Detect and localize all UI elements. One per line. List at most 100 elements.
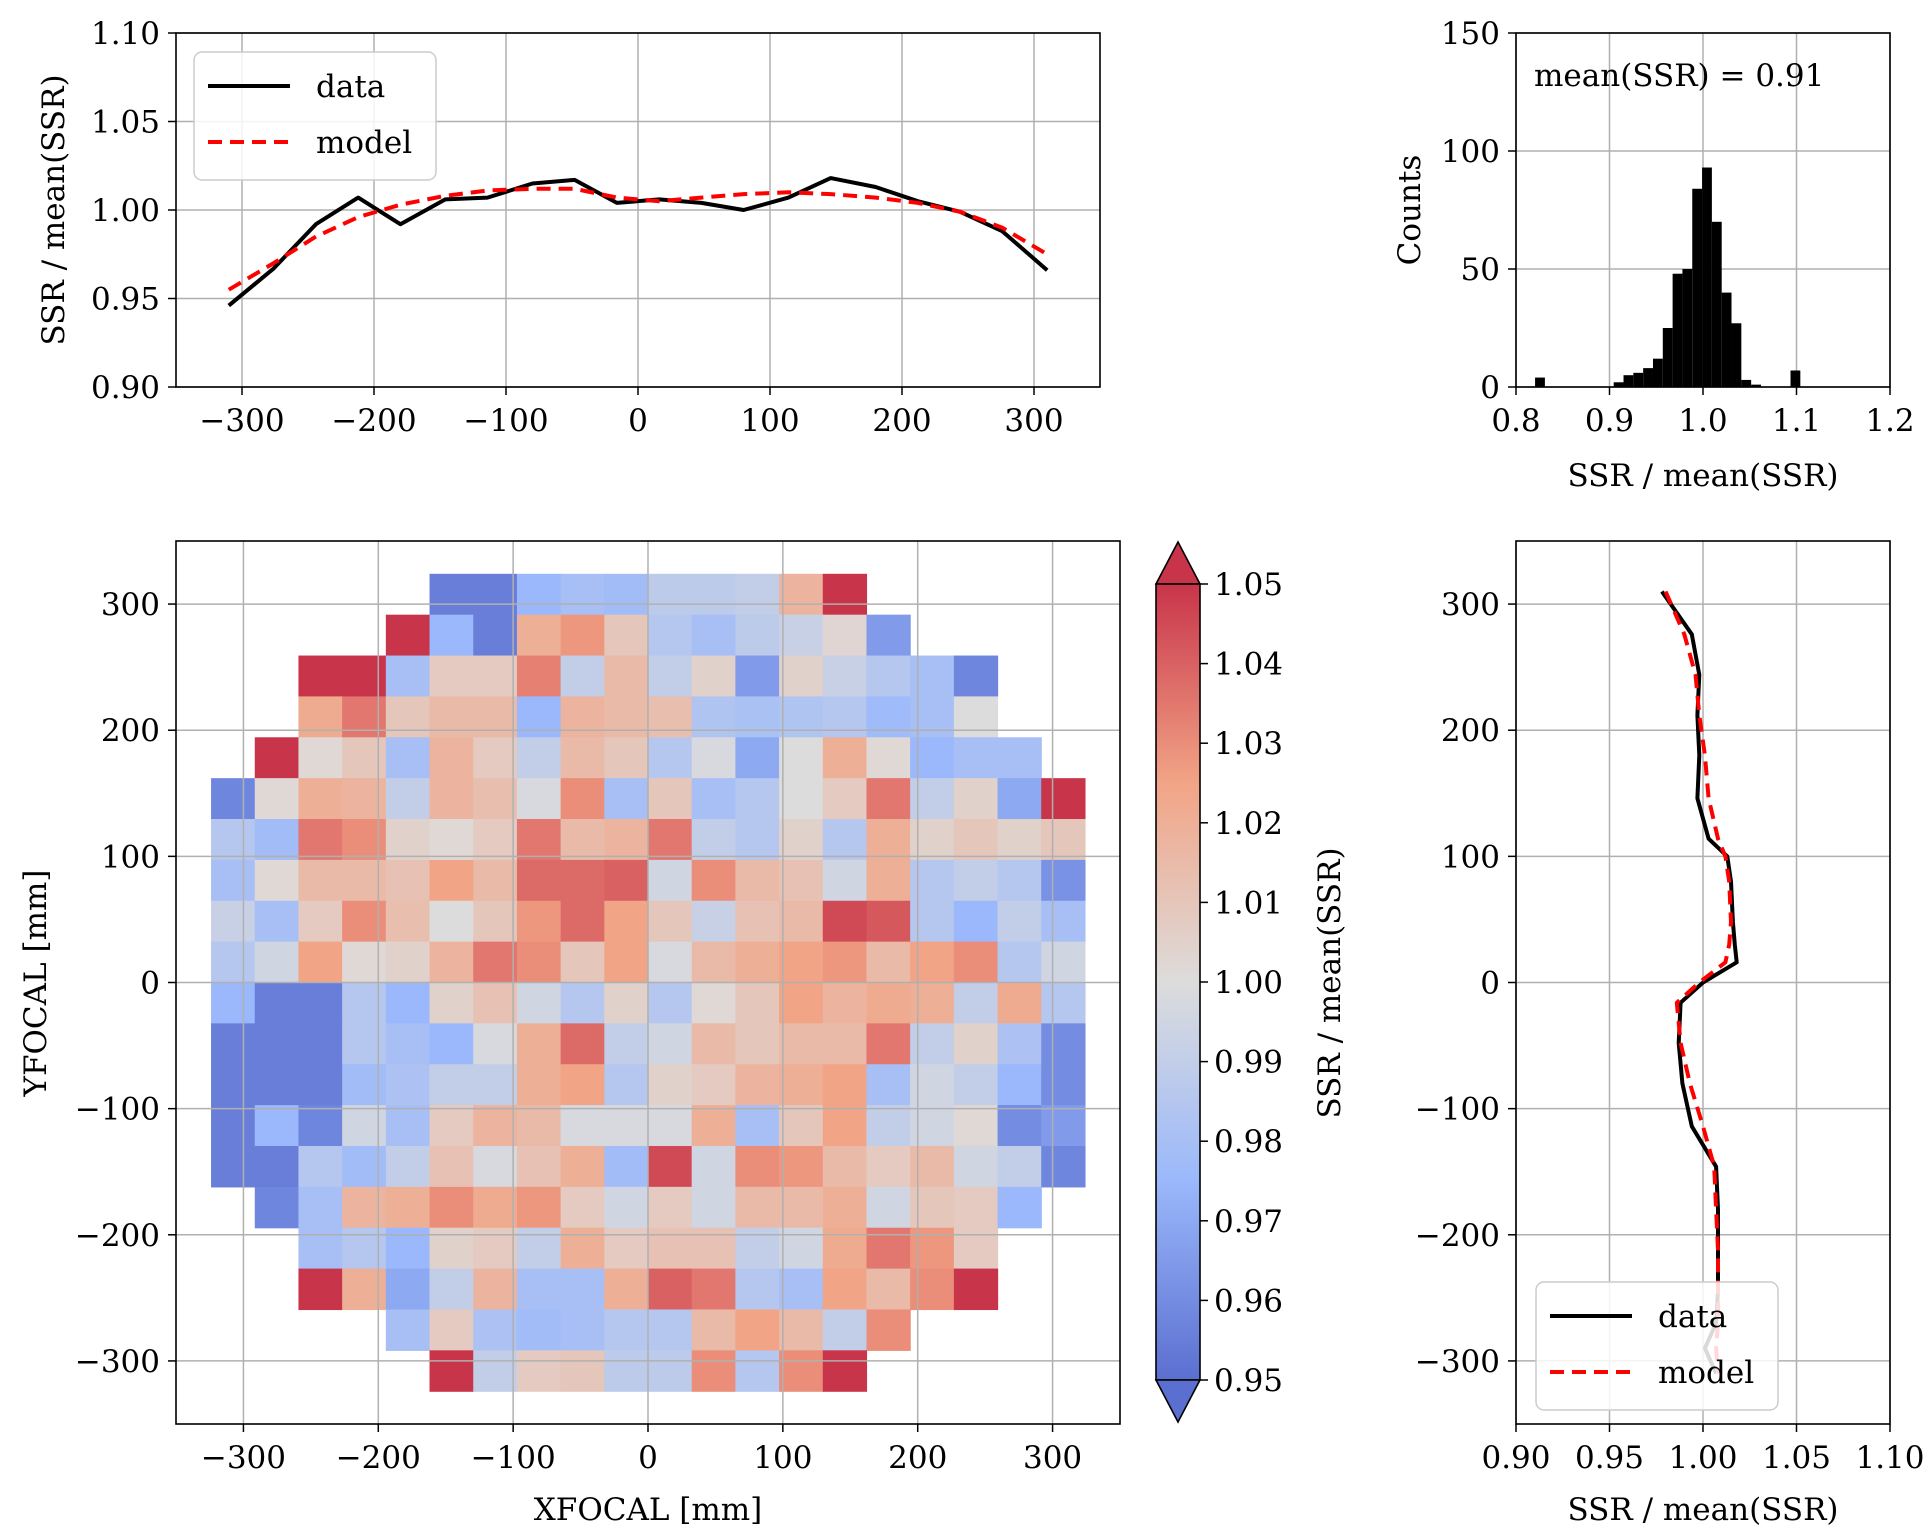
heatmap-cell [604,737,649,779]
heatmap-cell [560,1105,605,1147]
heatmap-cell [910,941,955,984]
heatmap-cell [385,859,431,902]
heatmap-cell [997,900,1042,943]
colorbar-gradient [1155,583,1201,1381]
heatmap-cell [953,1064,999,1106]
heatmap-cell [779,1105,824,1147]
heatmap-cell [910,1186,955,1229]
heatmap-cell [516,1350,562,1392]
top-xtick-label: 0 [628,403,648,439]
heatmap-cell [779,696,824,738]
heatmap-cell [822,982,868,1024]
hist-ytick-label: 0 [1480,370,1500,406]
colorbar-tick-label: 0.96 [1214,1283,1283,1319]
heatmap-cell [648,1023,693,1065]
colorbar-tick-label: 1.00 [1214,965,1283,1001]
heatmap-cell [822,778,868,820]
heatmap-cell [211,1023,256,1065]
heatmap-cell [691,696,736,738]
heatmap-cell [473,1064,518,1106]
heatmap-cell [298,1227,343,1270]
heatmap-cell [779,819,824,861]
heatmap-cell [560,859,605,902]
heatmap-cell [604,573,649,616]
heatmap-cell [910,1064,955,1106]
side-ytick-label: −200 [1415,1218,1500,1254]
heatmap-cell [342,655,387,698]
heatmap-cell [866,1186,911,1229]
heatmap-cell [735,1023,780,1065]
hist-bar [1613,382,1624,387]
side-ytick-label: 200 [1441,713,1500,749]
colorbar-label: SSR / mean(SSR) [1312,847,1348,1118]
heatmap-cell [385,778,431,820]
side-ytick-label: −100 [1415,1092,1500,1128]
heatmap-cell [385,614,431,657]
heatmap-cell [473,1350,518,1392]
heatmap-cell [953,655,999,698]
heatmap-cell [473,696,518,738]
heatmap-cell [429,1145,474,1188]
heatmap-cell [516,1309,562,1351]
hist-annotation: mean(SSR) = 0.91 [1534,58,1824,94]
hist-bar [1711,221,1722,387]
heatmap-cell [604,982,649,1024]
heatmap-xtick-label: −300 [201,1440,286,1476]
heatmap-cell [385,1268,431,1311]
heatmap-cell [560,1227,605,1270]
heatmap-cell [429,941,474,984]
top-ytick-label: 1.10 [91,16,160,52]
heatmap-cell [691,1186,736,1229]
hist-bar [1702,167,1712,387]
heatmap-cell [866,1023,911,1065]
heatmap-cell [298,1268,343,1311]
heatmap-cell [910,655,955,698]
top-ticks: −300 −200 −100 0 100 200 300 0.90 0.95 1.00 1.05 1.… [91,16,1064,439]
heatmap-cell [735,1268,780,1311]
heatmap-cell [735,655,780,698]
heatmap-cell [866,1145,911,1188]
heatmap-cell [997,778,1042,820]
heatmap-cell [997,737,1042,779]
heatmap-cell [691,941,736,984]
side-series [1660,590,1739,1375]
heatmap-cell [779,1309,824,1351]
side-xtick-label: 1.00 [1668,1440,1737,1476]
side-xtick-label: 1.05 [1762,1440,1831,1476]
heatmap-cell [604,1309,649,1351]
heatmap-cell [385,1064,431,1106]
heatmap-cell [604,1186,649,1229]
heatmap-cell [691,1145,736,1188]
heatmap-cell [473,573,518,616]
heatmap-cells [211,573,1086,1392]
top-ytick-label: 0.95 [91,282,160,318]
heatmap-cell [953,778,999,820]
heatmap-cell [648,1186,693,1229]
heatmap-cell [648,1350,693,1392]
heatmap-cell [910,1145,955,1188]
heatmap-cell [429,655,474,698]
heatmap-cell [429,573,474,616]
heatmap-cell [735,614,780,657]
colorbar-extend-bottom [1154,1379,1202,1424]
hist-xtick-label: 1.0 [1678,403,1727,439]
heatmap-cell [866,655,911,698]
heatmap-cell [604,1350,649,1392]
heatmap-cell [560,1309,605,1351]
heatmap-cell [1041,819,1086,861]
heatmap-cell [560,737,605,779]
heatmap-cell [691,778,736,820]
heatmap-cell [560,900,605,943]
heatmap-cell [822,1227,868,1270]
hist-bar [1682,269,1693,387]
heatmap-cell [560,1023,605,1065]
heatmap-cell [211,778,256,820]
top-xtick-label: 200 [872,403,931,439]
heatmap-cell [516,1186,562,1229]
hist-ytick-label: 50 [1461,252,1500,288]
heatmap-cell [779,778,824,820]
side-model-line [1663,590,1733,1374]
heatmap-cell [385,900,431,943]
heatmap-cell [735,819,780,861]
colorbar-tick-label: 1.04 [1214,647,1283,683]
